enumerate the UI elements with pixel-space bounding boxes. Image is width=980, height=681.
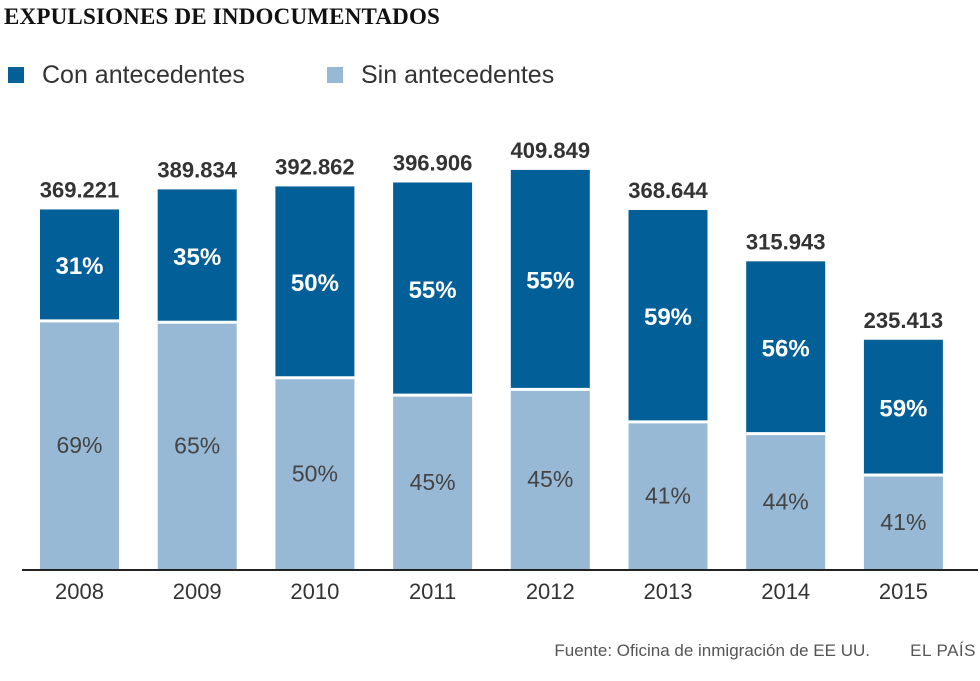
x-tick-label-2010: 2010	[290, 579, 339, 604]
legend-swatch-sin	[327, 67, 343, 83]
total-label-2012: 409.849	[511, 138, 591, 163]
percent-label-sin-2014: 44%	[763, 488, 809, 514]
x-tick-label-2014: 2014	[761, 579, 810, 604]
percent-label-sin-2009: 65%	[174, 433, 220, 459]
bar-segment-con-2012	[510, 169, 590, 390]
total-label-2013: 368.644	[628, 178, 708, 203]
percent-label-con-2011: 55%	[409, 277, 457, 304]
percent-label-sin-2011: 45%	[410, 469, 456, 495]
percent-label-sin-2012: 45%	[527, 466, 573, 492]
percent-label-sin-2015: 41%	[880, 509, 926, 535]
bar-segment-con-2014	[746, 261, 826, 434]
percent-label-con-2013: 59%	[644, 304, 692, 331]
legend-swatch-con	[8, 67, 24, 83]
percent-label-con-2015: 59%	[879, 395, 927, 422]
total-label-2014: 315.943	[746, 229, 826, 254]
percent-label-sin-2008: 69%	[56, 432, 102, 458]
x-tick-label-2011: 2011	[409, 579, 456, 604]
percent-label-con-2012: 55%	[526, 268, 574, 295]
x-tick-label-2015: 2015	[879, 579, 928, 604]
legend-item-con-antecedentes: Con antecedentes	[8, 60, 245, 90]
bar-segment-con-2011	[393, 182, 473, 396]
total-label-2009: 389.834	[157, 157, 237, 182]
percent-label-con-2010: 50%	[291, 270, 339, 297]
chart-title: EXPULSIONES DE INDOCUMENTADOS	[4, 4, 441, 29]
bar-segment-sin-2012	[510, 389, 590, 569]
legend-label-con: Con antecedentes	[42, 60, 245, 89]
legend-item-sin-antecedentes: Sin antecedentes	[327, 60, 554, 90]
brand-label: EL PAÍS	[910, 641, 976, 660]
bar-segment-con-2015	[863, 339, 943, 476]
total-label-2015: 235.413	[864, 308, 944, 333]
bar-segment-sin-2014	[746, 433, 826, 569]
percent-label-con-2008: 31%	[55, 253, 103, 280]
bar-segment-sin-2015	[863, 475, 943, 569]
percent-label-con-2014: 56%	[762, 335, 810, 362]
bar-segment-sin-2009	[157, 322, 237, 569]
total-label-2011: 396.906	[393, 150, 473, 175]
bar-segment-sin-2010	[275, 377, 355, 569]
bar-segment-con-2008	[40, 209, 119, 321]
legend-label-sin: Sin antecedentes	[361, 60, 555, 89]
total-label-2010: 392.862	[275, 154, 355, 179]
percent-label-sin-2010: 50%	[292, 460, 338, 486]
percent-label-sin-2013: 41%	[645, 482, 691, 508]
source-note: Fuente: Oficina de inmigración de EE UU.	[554, 641, 870, 660]
percent-label-con-2009: 35%	[173, 244, 221, 271]
bar-segment-con-2013	[628, 210, 708, 422]
x-tick-label-2008: 2008	[55, 579, 104, 604]
bar-segment-sin-2011	[393, 395, 473, 569]
bar-segment-sin-2008	[40, 320, 119, 569]
bar-segment-con-2009	[157, 189, 237, 323]
bar-segment-con-2010	[275, 186, 355, 378]
total-label-2008: 369.221	[40, 177, 120, 202]
x-tick-label-2012: 2012	[526, 579, 575, 604]
x-tick-label-2009: 2009	[173, 579, 222, 604]
x-tick-label-2013: 2013	[644, 579, 693, 604]
bar-segment-sin-2013	[628, 421, 708, 569]
